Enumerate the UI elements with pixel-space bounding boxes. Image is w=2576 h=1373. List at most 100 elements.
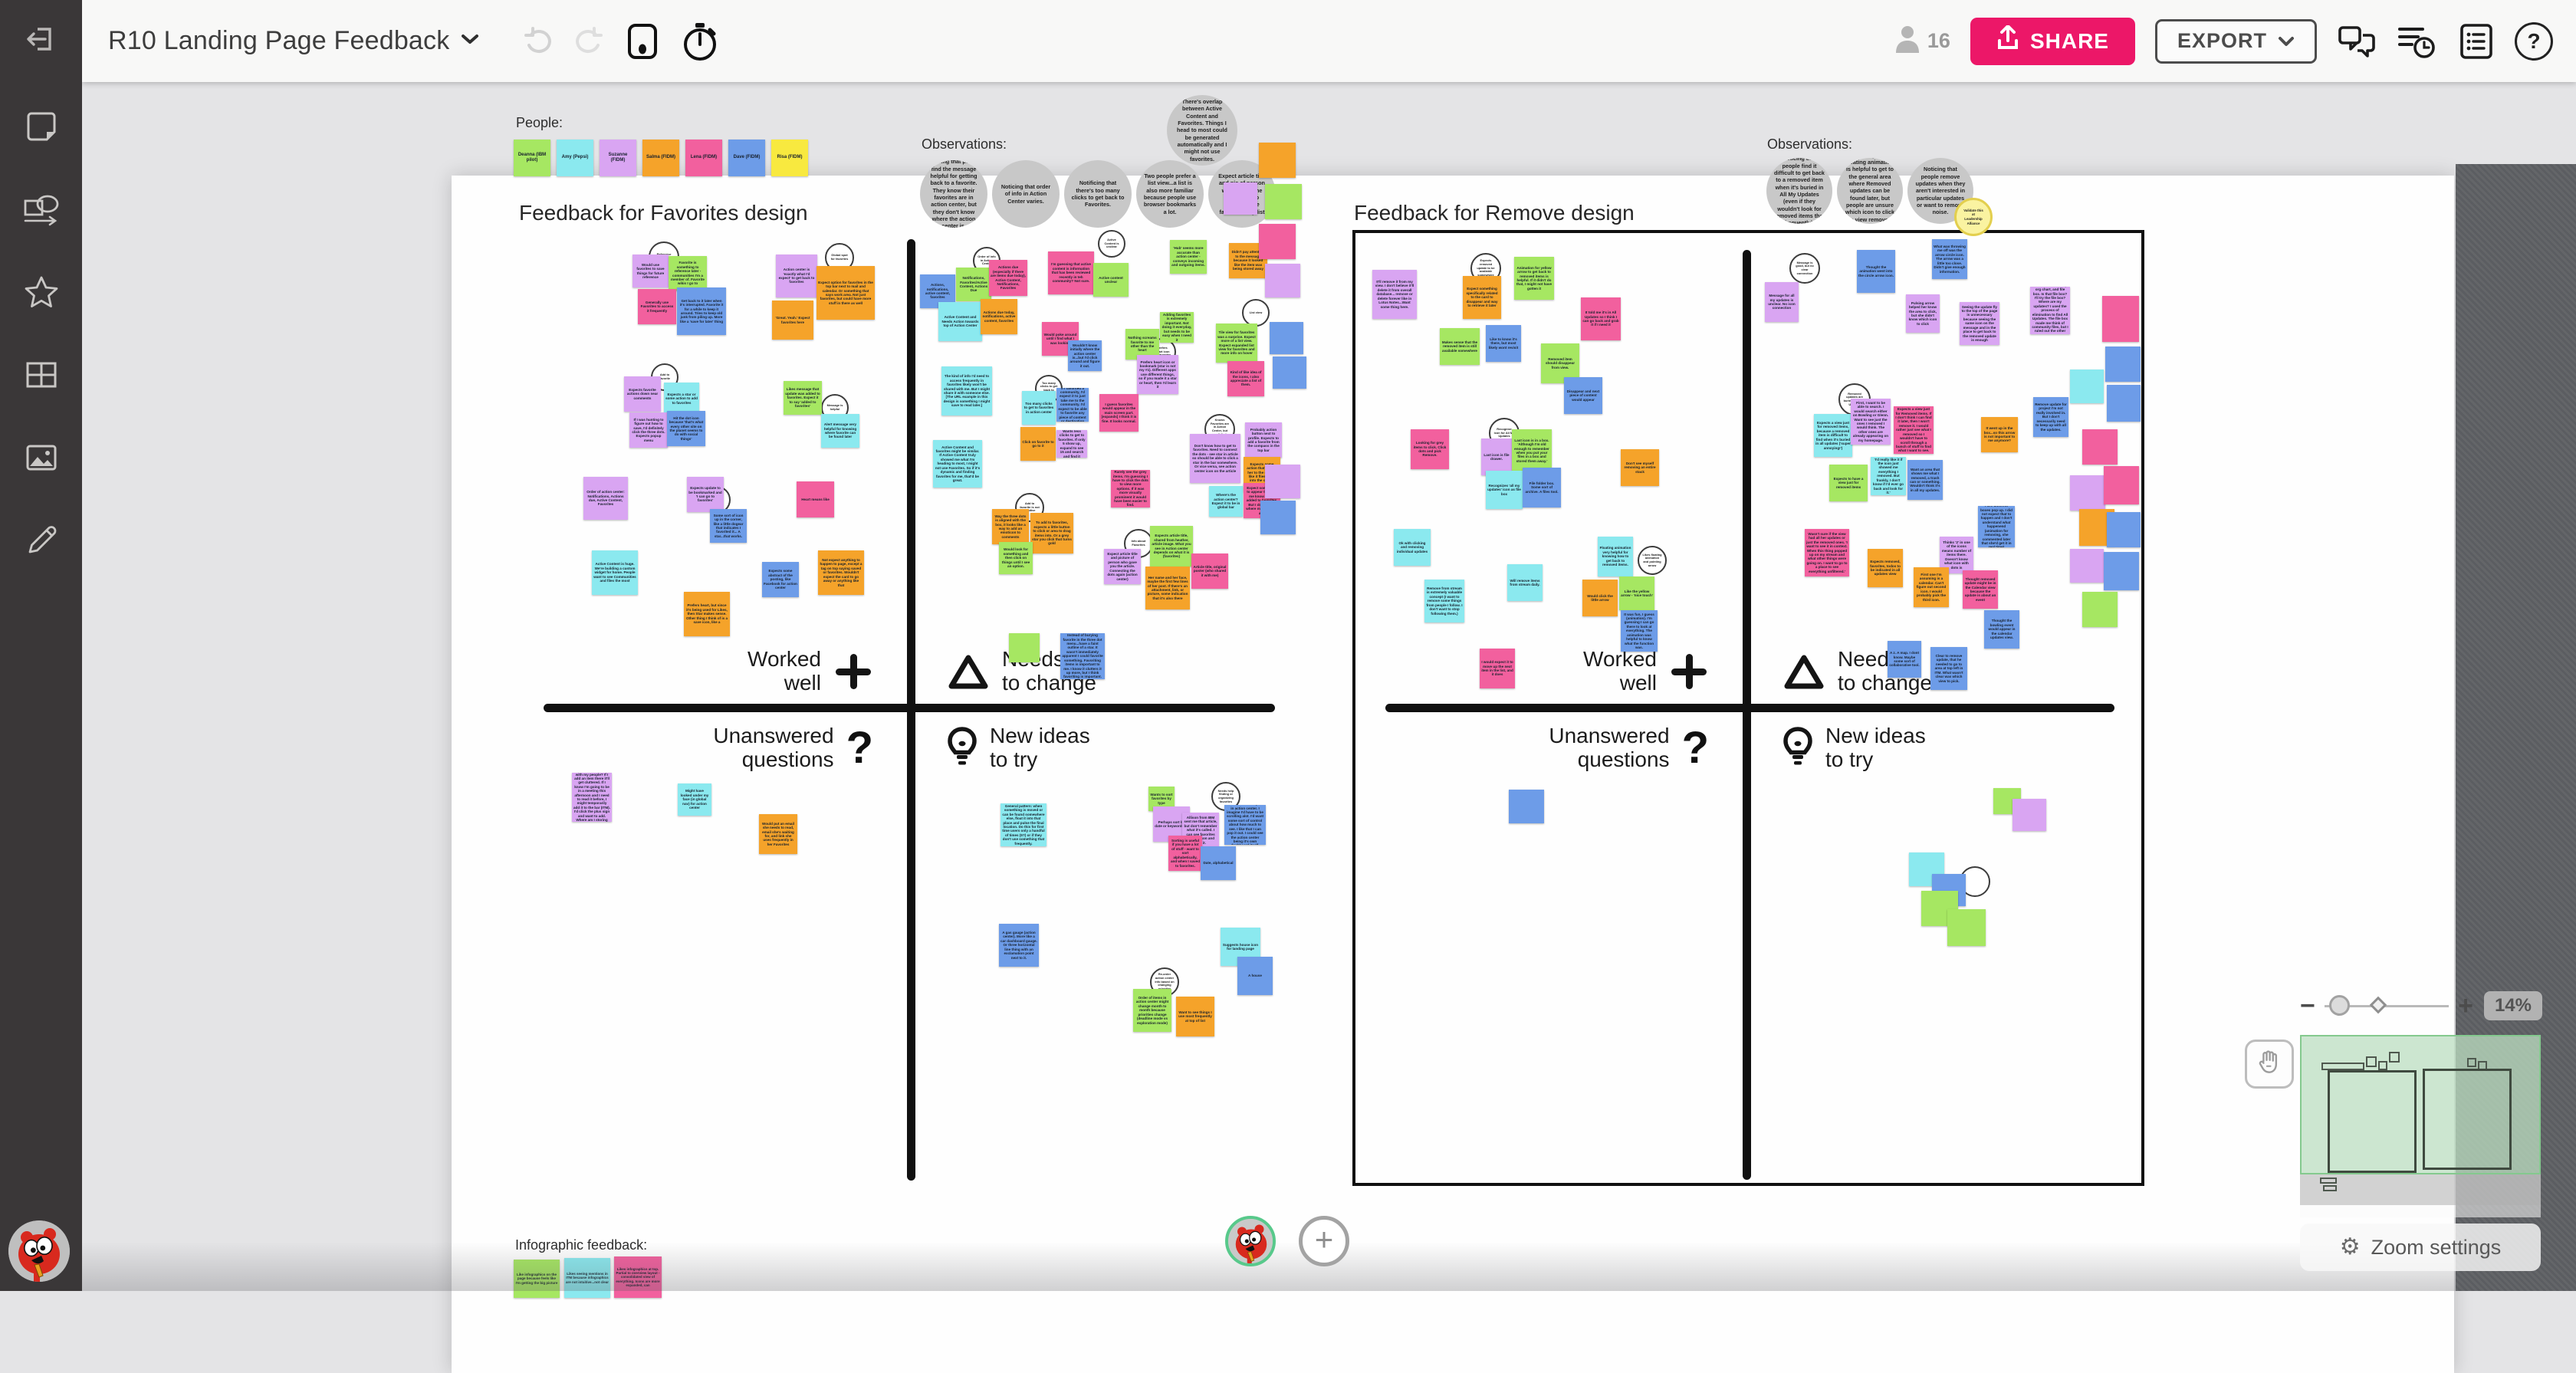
- sticky-note[interactable]: Actions due today, notifications, active…: [981, 299, 1017, 334]
- zoom-out-button[interactable]: −: [2300, 991, 2315, 1020]
- sticky-note[interactable]: Active Content is huge. We're building a…: [592, 550, 638, 595]
- sticky-note[interactable]: Amy (Pepsi): [557, 140, 593, 176]
- sticky-note[interactable]: Want to see things I use most frequently…: [1176, 997, 1214, 1036]
- sticky-note[interactable]: Her name and her face, maybe the first f…: [1145, 567, 1190, 609]
- sticky-note[interactable]: What was throwing me off was the arrow c…: [1932, 239, 1967, 279]
- sticky-note[interactable]: [1009, 633, 1040, 662]
- sticky-note[interactable]: Article title, original poster (who shar…: [1191, 553, 1228, 589]
- sticky-note[interactable]: A house: [1237, 957, 1273, 995]
- observation-circle[interactable]: Noticing that people remove updates when…: [1907, 158, 1973, 224]
- sticky-note[interactable]: To add to favorites, expects a little bu…: [1030, 513, 1073, 553]
- redo-button[interactable]: [572, 26, 604, 57]
- sticky-note[interactable]: Don't see myself removing an entire stac…: [1621, 449, 1659, 486]
- sticky-note[interactable]: [1270, 322, 1303, 354]
- sticky-note[interactable]: Nothing screams favorite to me other tha…: [1125, 329, 1159, 360]
- sticky-note[interactable]: A z. A map. I dont know. Maybe some sort…: [1888, 641, 1921, 678]
- help-button[interactable]: ?: [2515, 21, 2553, 61]
- sticky-note[interactable]: Like to know it's there, but most likely…: [1486, 325, 1521, 362]
- observation-circle[interactable]: There's overlap between Active Content a…: [1167, 95, 1237, 166]
- sticky-note[interactable]: [2070, 549, 2104, 583]
- sticky-note[interactable]: Might have looked under my face (in glob…: [678, 783, 711, 816]
- sticky-note[interactable]: I'm guessing that active content is info…: [1048, 251, 1094, 294]
- sticky-note[interactable]: It was fun, I guess (animation). I'm gue…: [1621, 610, 1658, 652]
- sticky-note[interactable]: [1224, 182, 1257, 215]
- observation-circle[interactable]: Noticing that people find the message he…: [920, 160, 987, 228]
- sticky-note[interactable]: Click on favorite to go to it: [1020, 427, 1056, 461]
- sticky-note[interactable]: 'I'd really like it if the icon just sho…: [1871, 457, 1906, 495]
- sidebar-tool-shapes[interactable]: [0, 174, 82, 248]
- sticky-note[interactable]: Likes message that update was added to f…: [784, 381, 822, 415]
- sticky-note[interactable]: Recognizes 'all my updates' icon as file…: [1486, 471, 1523, 509]
- sticky-note[interactable]: Too many clicks to get to favorites in a…: [1022, 391, 1056, 425]
- sticky-note[interactable]: Remove from stream is extremely valuable…: [1424, 580, 1464, 622]
- sticky-note[interactable]: Where's the action center? Expect it to …: [1209, 486, 1243, 517]
- sticky-note[interactable]: Deanna (IBM pilot): [514, 140, 550, 176]
- sticky-note[interactable]: Message for all my updates is unclear. N…: [1765, 282, 1799, 322]
- sticky-note[interactable]: [2107, 512, 2141, 547]
- undo-button[interactable]: [523, 26, 555, 57]
- observation-circle[interactable]: Noticing that floating animation is help…: [1837, 158, 1903, 224]
- zoom-in-button[interactable]: +: [2458, 991, 2473, 1020]
- observation-circle[interactable]: Notificing that there's too many clicks …: [1064, 160, 1132, 228]
- sticky-note[interactable]: Alert message very helpful for knowing w…: [821, 414, 859, 448]
- label-circle[interactable]: Message is good, but no clear connection: [1789, 253, 1820, 284]
- sticky-note[interactable]: Rarely see the grey items. I'm guessing …: [1111, 470, 1150, 507]
- sticky-note[interactable]: If I favorited a community, I'd expect i…: [1056, 388, 1089, 422]
- outline-button[interactable]: [2458, 22, 2495, 61]
- sticky-note[interactable]: It told me it's in All Updates so I thin…: [1581, 297, 1621, 340]
- sticky-note[interactable]: Adding favorites is extremely important.…: [1160, 312, 1194, 343]
- sticky-note[interactable]: Would poke around until I find what I wa…: [1042, 322, 1079, 356]
- sticky-note[interactable]: First, I want to be able to search. I wo…: [1851, 399, 1891, 445]
- sticky-note[interactable]: Like infographics on the page because fe…: [514, 1260, 560, 1298]
- sticky-note[interactable]: Expects a view just for removed items, b…: [1814, 414, 1852, 457]
- mural-title-menu[interactable]: R10 Landing Page Feedback: [108, 26, 480, 56]
- sticky-note[interactable]: Animation for yellow arrow to get back t…: [1514, 257, 1554, 300]
- sticky-note[interactable]: Want an area that shows me what I remove…: [1907, 460, 1943, 500]
- sticky-note[interactable]: [2104, 552, 2139, 590]
- sticky-note[interactable]: [1259, 143, 1296, 178]
- sticky-note[interactable]: [2107, 385, 2141, 422]
- sticky-note[interactable]: It went up in the box...so this arrow is…: [1981, 417, 2018, 452]
- sticky-note[interactable]: Pulsing arrow helped her know the area t…: [1906, 294, 1940, 333]
- sticky-note[interactable]: Clear to remove update, that he needed t…: [1930, 647, 1967, 690]
- private-mode-button[interactable]: [624, 21, 661, 61]
- sticky-note[interactable]: Looking for grey items to click. Click d…: [1411, 429, 1449, 469]
- sticky-note[interactable]: Don't know how to get to favorites. Need…: [1190, 434, 1240, 483]
- sticky-note[interactable]: [2070, 475, 2105, 511]
- sticky-note[interactable]: [1260, 501, 1296, 534]
- sticky-note[interactable]: [1509, 790, 1544, 823]
- sidebar-tool-image[interactable]: [0, 422, 82, 496]
- sticky-note[interactable]: Some sort of icon up in the corner, like…: [710, 509, 747, 543]
- sticky-note[interactable]: Would use favorites to save things for f…: [632, 255, 669, 287]
- sticky-note[interactable]: Get back to it later when it's interrupt…: [677, 287, 726, 335]
- sticky-note[interactable]: Tile view for favorites was a surprise. …: [1216, 324, 1257, 363]
- sticky-note[interactable]: Probably action button next to profile. …: [1245, 422, 1282, 458]
- sticky-note[interactable]: Will remove items from stream daily.: [1507, 564, 1543, 601]
- sticky-note[interactable]: Wants less clicks to get to favorites. I…: [1056, 430, 1087, 458]
- observation-circle[interactable]: Validate this at Leadership Alliance: [1954, 198, 1993, 236]
- sticky-note[interactable]: Hit the dot icon because 'that's what ev…: [667, 411, 705, 446]
- sticky-note[interactable]: Active Content and favorites might be si…: [933, 440, 982, 488]
- sticky-note[interactable]: Expects a view just for Removed items. I…: [1894, 406, 1934, 454]
- sticky-note[interactable]: Thought the animation went into the circ…: [1857, 250, 1895, 293]
- sticky-note[interactable]: I would expect it to move up the next it…: [1480, 649, 1515, 688]
- zoom-slider[interactable]: − + 14%: [2300, 989, 2542, 1023]
- zoom-handle[interactable]: [2328, 994, 2350, 1016]
- sticky-note[interactable]: [2104, 466, 2139, 504]
- sticky-note[interactable]: Expects removed, favorites, todos to be …: [1868, 549, 1903, 587]
- sticky-note[interactable]: [1265, 184, 1302, 219]
- sticky-note[interactable]: Prefers heart, but since it's being used…: [684, 592, 730, 636]
- zoom-settings-button[interactable]: ⚙ Zoom settings: [2300, 1224, 2541, 1271]
- observation-circle[interactable]: Noticing that order of info in Action Ce…: [992, 160, 1060, 228]
- sticky-note[interactable]: [1259, 224, 1296, 259]
- sticky-note[interactable]: [2070, 370, 2104, 403]
- activity-log-button[interactable]: [2397, 23, 2438, 60]
- sticky-note[interactable]: Lena (FIDM): [685, 140, 722, 176]
- sticky-note[interactable]: Expects update to be bookmarked and 'I c…: [687, 477, 724, 512]
- sticky-note[interactable]: [1265, 465, 1300, 498]
- sticky-note[interactable]: Prefers heart icon or bookmark (star is …: [1137, 355, 1178, 394]
- sticky-note[interactable]: Generally use Favorites to access it fre…: [638, 289, 676, 324]
- sticky-note[interactable]: Expects a star or some action to add to …: [664, 383, 699, 415]
- sticky-note[interactable]: Disappear and next piece of content woul…: [1564, 377, 1602, 414]
- sticky-note[interactable]: [2013, 799, 2046, 831]
